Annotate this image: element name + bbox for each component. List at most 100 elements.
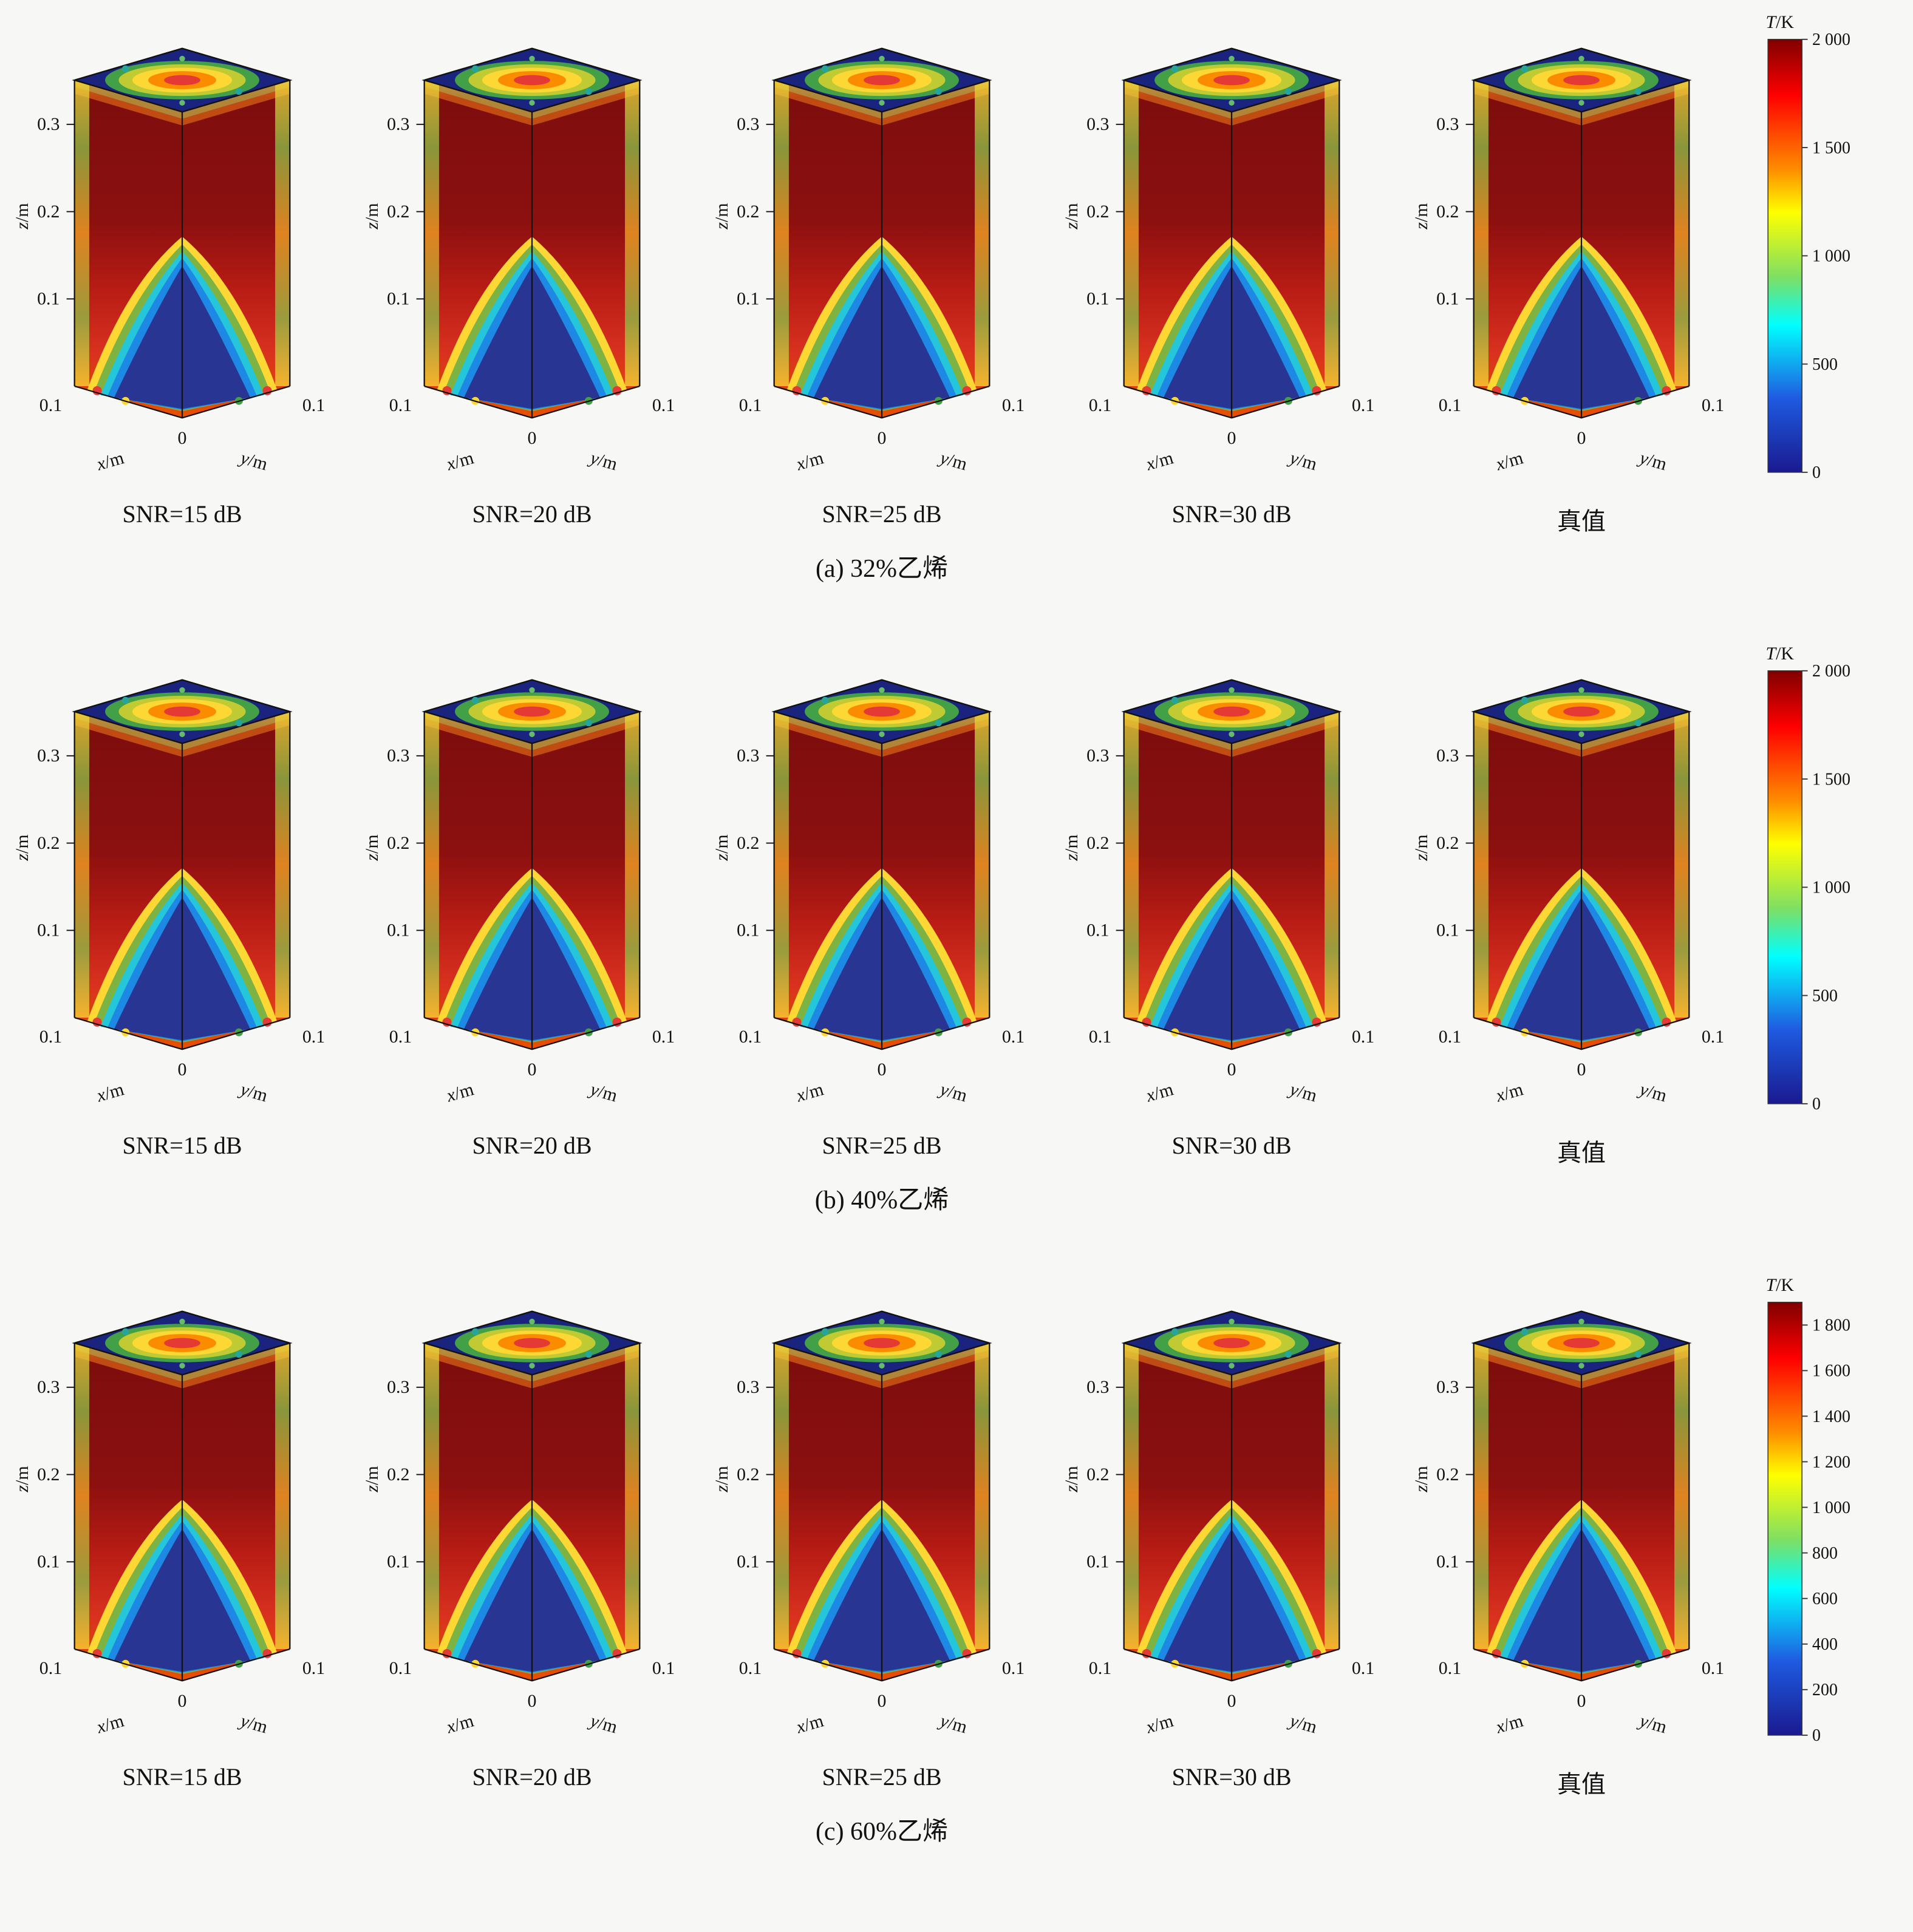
- z-tick-label: 0.1: [1086, 920, 1109, 940]
- colorbar-ticks: 2 000 1 500 1 000 500 0: [1802, 662, 1850, 1114]
- colorbar: T/K 2 000 1 500 1 000 500 0: [1761, 12, 1897, 506]
- volume-plot: 0.3 0.2 0.1 0.1 0.1 0 x/m y/m z/m SNR=25…: [709, 1275, 1054, 1800]
- origin-tick-label: 0: [1577, 428, 1586, 448]
- colorbar-tick-label: 800: [1812, 1544, 1838, 1563]
- flame-top-fringe-2: [1473, 1342, 1690, 1382]
- z-tick-label: 0.3: [1436, 1377, 1459, 1397]
- z-tick-label: 0.1: [387, 1552, 409, 1572]
- colorbar-tick-label: 600: [1812, 1590, 1838, 1608]
- plot-box-bottom-edges: [74, 1648, 290, 1682]
- colorbar-tick-label: 200: [1812, 1681, 1838, 1699]
- top-slice-speck: [179, 100, 185, 106]
- flame-right-edge-fringe: [975, 80, 990, 386]
- z-tick-label: 0.2: [387, 1464, 409, 1485]
- subplot-grid: 0.3 0.2 0.1 0.1 0.1 0 x/m y/m z/m SNR=15…: [10, 1275, 1754, 1800]
- origin-tick-label: 0: [528, 1060, 537, 1080]
- flame-top-fringe-2: [74, 711, 290, 750]
- flame-right-edge-fringe: [975, 1342, 990, 1649]
- x-end-tick-label: 0.1: [1439, 395, 1461, 415]
- top-slice-core: [1213, 1338, 1250, 1349]
- colorbar-tick-label: 500: [1812, 355, 1838, 374]
- z-tick-label: 0.2: [1436, 1464, 1459, 1485]
- x-axis-label: x/m: [444, 1079, 476, 1106]
- top-slice-speck: [1171, 65, 1179, 72]
- colorbar-tick-label: 1 800: [1812, 1316, 1850, 1335]
- flame-top-fringe-2: [74, 80, 290, 119]
- top-slice-speck: [935, 88, 942, 95]
- volume-plot-canvas: 0.3 0.2 0.1 0.1 0.1 0 x/m y/m z/m: [362, 1310, 675, 1738]
- z-tick-label: 0.3: [737, 1377, 759, 1397]
- colorbar-tick-label: 1 400: [1812, 1407, 1850, 1426]
- z-tick-label: 0.3: [1436, 746, 1459, 766]
- top-slice-speck: [1634, 719, 1642, 727]
- plot-box-vertical-edges: [73, 711, 291, 1050]
- flame-left-edge-fringe: [1124, 80, 1139, 386]
- z-axis-tick-marks: [1116, 755, 1124, 931]
- colorbar-title: T/K: [1765, 644, 1794, 664]
- plot-box-vertical-edges: [73, 80, 291, 418]
- flame-left-edge-fringe: [774, 1342, 789, 1649]
- volume-plot: 0.3 0.2 0.1 0.1 0.1 0 x/m y/m z/m SNR=15…: [10, 1275, 355, 1800]
- colorbar-tick-label: 500: [1812, 987, 1838, 1005]
- panel-caption: (b) 40%乙烯: [814, 1185, 949, 1215]
- x-axis-label: x/m: [1144, 1710, 1176, 1737]
- z-axis-tick-marks: [1465, 1386, 1474, 1563]
- x-axis-label: x/m: [94, 447, 126, 474]
- flame-right-edge-fringe: [1325, 711, 1340, 1018]
- colorbar-tick-label: 1 200: [1812, 1453, 1850, 1472]
- plot-box-vertical-edges: [1123, 711, 1340, 1050]
- flame-top-fringe-2: [424, 1342, 640, 1382]
- plot-box-vertical-edges: [423, 80, 641, 418]
- origin-tick-label: 0: [1227, 1060, 1236, 1080]
- flame-left-edge-fringe: [424, 711, 439, 1018]
- x-axis-label: x/m: [94, 1710, 126, 1737]
- z-tick-label: 0.3: [387, 746, 409, 766]
- volume-plot-canvas: 0.3 0.2 0.1 0.1 0.1 0 x/m y/m z/m: [12, 47, 325, 475]
- subplot-label: SNR=30 dB: [1171, 502, 1292, 529]
- top-slice-speck: [472, 1328, 479, 1335]
- flame-left-edge-fringe: [1124, 711, 1139, 1018]
- top-slice-speck: [822, 696, 829, 704]
- top-slice-core: [164, 75, 200, 86]
- y-axis-label: y/m: [586, 447, 619, 475]
- subplot-label: SNR=15 dB: [122, 1764, 242, 1792]
- subplot-label: 真值: [1557, 509, 1606, 536]
- volume-plot: 0.3 0.2 0.1 0.1 0.1 0 x/m y/m z/m SNR=20…: [360, 644, 704, 1169]
- colorbar-canvas: T/K 1 800 1 600 1 400 1 200 1 000 800 600 400 20…: [1765, 1275, 1850, 1745]
- top-slice-speck: [879, 100, 885, 106]
- x-axis-label: x/m: [794, 447, 826, 474]
- colorbar-gradient-bar: [1767, 39, 1802, 473]
- top-slice-speck: [1171, 696, 1179, 704]
- z-tick-label: 0.2: [1436, 202, 1459, 222]
- z-tick-label: 0.1: [37, 1552, 60, 1572]
- z-tick-label: 0.2: [37, 202, 60, 222]
- z-tick-label: 0.2: [37, 833, 60, 853]
- flame-top-fringe-2: [74, 1342, 290, 1382]
- volume-plot-canvas: 0.3 0.2 0.1 0.1 0.1 0 x/m y/m z/m: [1411, 679, 1724, 1106]
- y-axis-label: y/m: [236, 1079, 270, 1106]
- flame-right-edge-fringe: [275, 711, 290, 1018]
- top-slice-speck: [1521, 696, 1529, 704]
- flame-right-edge-fringe: [1325, 80, 1340, 386]
- top-slice-speck: [1578, 100, 1584, 106]
- subplot-label: SNR=20 dB: [472, 502, 592, 529]
- top-slice-speck: [472, 696, 479, 704]
- volume-plot: 0.3 0.2 0.1 0.1 0.1 0 x/m y/m z/m SNR=30…: [1059, 644, 1404, 1169]
- volume-plot: 0.3 0.2 0.1 0.1 0.1 0 x/m y/m z/m SNR=20…: [360, 12, 704, 537]
- colorbar-tick-label: 1 600: [1812, 1362, 1850, 1381]
- subplot-label: 真值: [1557, 1140, 1606, 1168]
- z-tick-label: 0.1: [37, 920, 60, 940]
- y-end-tick-label: 0.1: [1002, 395, 1025, 415]
- top-slice-speck: [585, 719, 592, 727]
- z-tick-label: 0.3: [37, 1377, 60, 1397]
- colorbar-tick-label: 0: [1812, 1726, 1821, 1745]
- top-slice-core: [164, 1338, 200, 1349]
- top-slice-speck: [122, 65, 129, 72]
- z-tick-label: 0.2: [1086, 202, 1109, 222]
- z-tick-label: 0.3: [1086, 1377, 1109, 1397]
- z-tick-label: 0.2: [737, 202, 759, 222]
- top-slice-speck: [1229, 731, 1235, 737]
- x-axis-label: x/m: [444, 447, 476, 474]
- plot-box-bottom-edges: [1473, 385, 1690, 419]
- z-axis-tick-marks: [1116, 123, 1124, 300]
